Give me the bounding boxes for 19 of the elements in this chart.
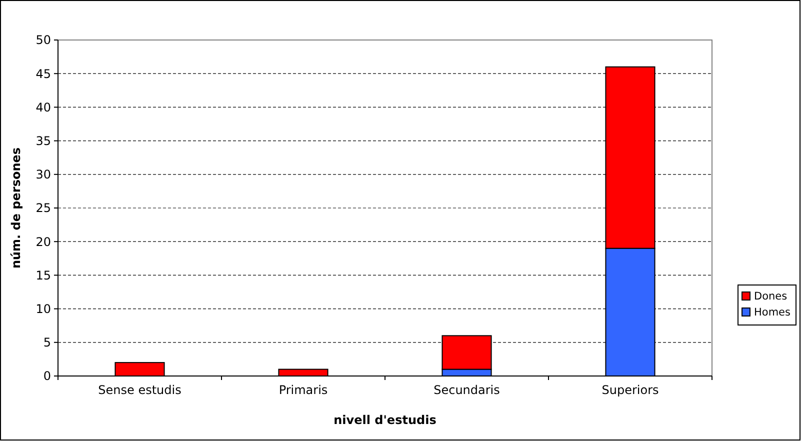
y-axis-title: núm. de persones: [9, 147, 23, 269]
x-tick-label: Primaris: [278, 383, 328, 397]
x-tick-label: Sense estudis: [98, 383, 182, 397]
x-axis-title: nivell d'estudis: [334, 413, 436, 427]
y-tick-label: 50: [36, 33, 51, 48]
y-tick-label: 20: [36, 234, 51, 249]
y-tick-label: 30: [36, 168, 51, 182]
legend-label: Homes: [754, 306, 790, 319]
y-tick-label: 10: [36, 302, 51, 316]
y-tick-label: 45: [36, 66, 51, 81]
y-tick-label: 0: [43, 369, 51, 384]
x-tick-label: Secundaris: [434, 383, 500, 397]
y-tick-label: 25: [36, 201, 51, 216]
y-tick-label: 35: [36, 134, 51, 148]
legend-label: Dones: [754, 290, 788, 303]
x-tick-label: Superiors: [602, 383, 659, 397]
y-tick-label: 5: [43, 336, 51, 350]
y-tick-label: 15: [36, 268, 51, 282]
y-tick-label: 40: [36, 100, 51, 114]
